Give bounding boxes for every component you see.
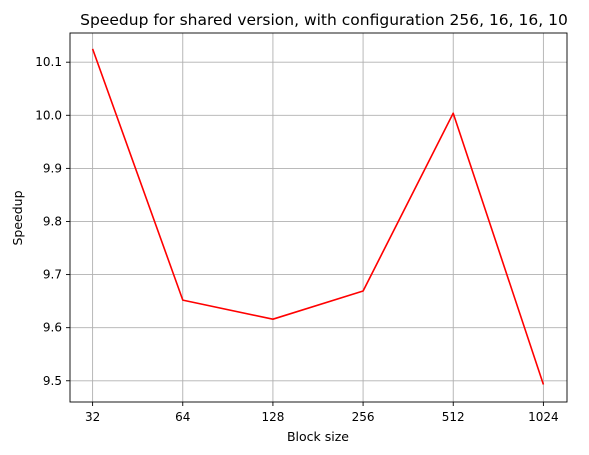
x-tick-label: 512	[442, 410, 465, 424]
series-layer	[91, 48, 545, 385]
x-tick-label: 64	[175, 410, 190, 424]
x-axis-label: Block size	[287, 429, 349, 444]
x-tick-label: 1024	[528, 410, 559, 424]
y-tick-label: 9.6	[43, 321, 62, 335]
y-tick-label: 9.7	[43, 268, 62, 282]
x-tick-label: 128	[261, 410, 284, 424]
y-tick-label: 9.5	[43, 374, 62, 388]
y-tick-label: 10.0	[35, 108, 62, 122]
axis-ticks: 32 64 128 256 512 1024 9.5 9.6 9.7 9.8 9.9 10.0 10.1	[35, 55, 558, 424]
x-tick-label: 256	[352, 410, 375, 424]
y-tick-label: 10.1	[35, 55, 62, 69]
chart-title: Speedup for shared version, with configu…	[80, 11, 568, 29]
grid	[70, 33, 567, 402]
y-tick-label: 9.9	[43, 161, 62, 175]
y-tick-label: 9.8	[43, 214, 62, 228]
y-axis-label: Speedup	[10, 190, 25, 245]
speedup-series-line	[91, 48, 545, 385]
plot-frame	[69, 32, 568, 403]
x-tick-label: 32	[85, 410, 100, 424]
